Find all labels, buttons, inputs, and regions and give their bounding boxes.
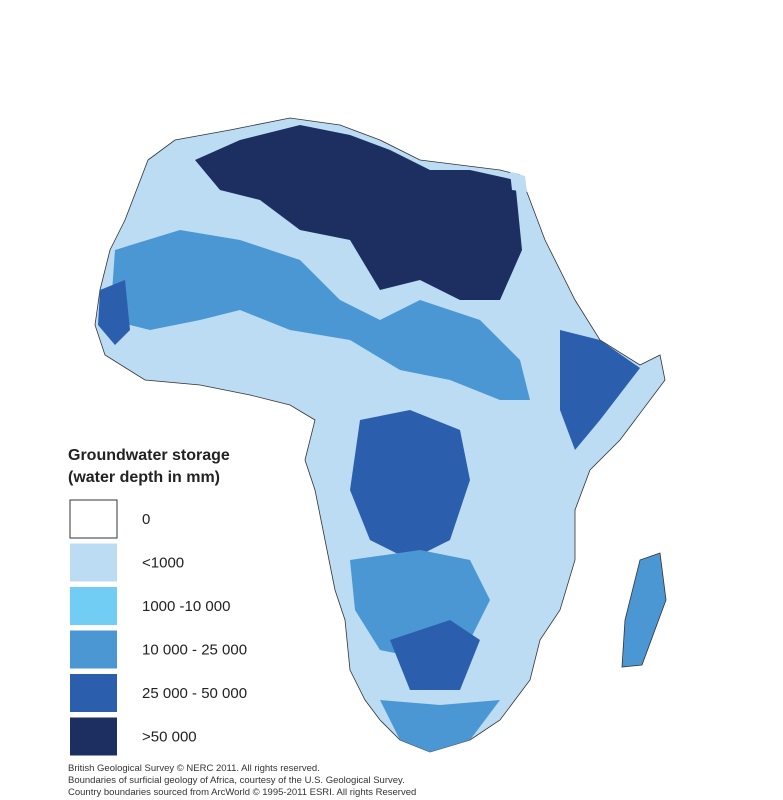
region-sinai [510, 172, 527, 192]
region-deep [195, 125, 522, 300]
legend-label: <1000 [142, 555, 184, 572]
legend-swatch [70, 630, 117, 669]
legend: Groundwater storage (water depth in mm) … [68, 447, 247, 756]
credit-line: British Geological Survey © NERC 2011. A… [68, 763, 320, 774]
legend-label: 0 [142, 511, 150, 528]
madagascar [621, 552, 667, 668]
credit-line: Country boundaries sourced from ArcWorld… [68, 787, 416, 798]
legend-swatch [70, 543, 117, 582]
region-cape [380, 700, 500, 752]
legend-swatch [69, 499, 118, 539]
legend-swatch [70, 674, 117, 712]
legend-swatch [70, 587, 117, 625]
legend-swatch [70, 717, 117, 756]
credits: British Geological Survey © NERC 2011. A… [68, 763, 416, 798]
legend-label: 1000 -10 000 [142, 598, 230, 615]
legend-title: (water depth in mm) [68, 469, 220, 486]
legend-label: 10 000 - 25 000 [142, 642, 247, 659]
region-congo [350, 410, 470, 560]
legend-label: >50 000 [142, 729, 197, 746]
africa-map [94, 117, 667, 753]
region-mid [110, 230, 530, 400]
credit-line: Boundaries of surficial geology of Afric… [68, 775, 405, 786]
region-deep-west [98, 280, 130, 345]
region-east [560, 330, 640, 450]
region-kalahari [390, 620, 480, 690]
legend-title: Groundwater storage [68, 447, 230, 464]
legend-label: 25 000 - 50 000 [142, 685, 247, 702]
